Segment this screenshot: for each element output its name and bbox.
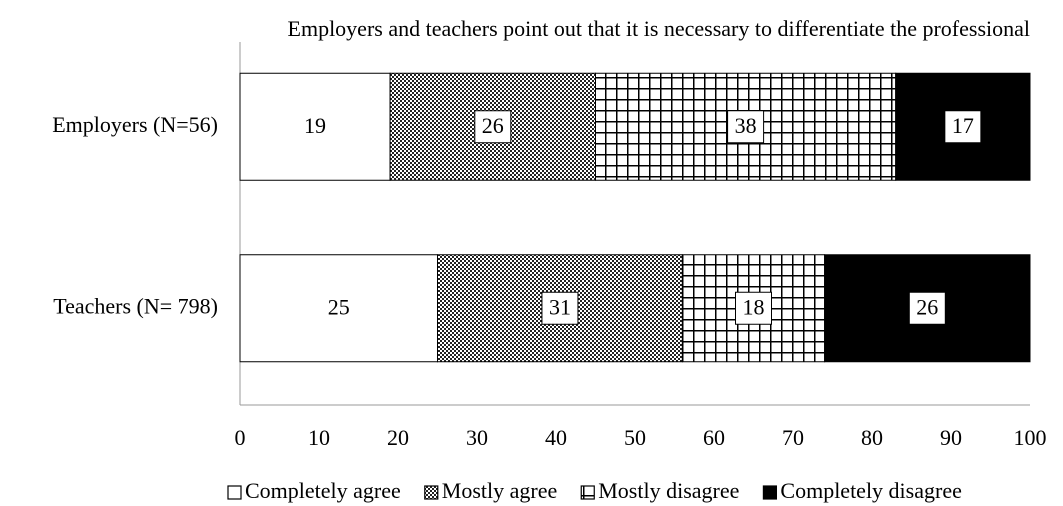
data-label-box: [727, 110, 765, 144]
x-tick-label: 100: [1014, 425, 1047, 450]
y-tick-label: Teachers (N= 798): [53, 293, 218, 318]
x-tick-label: 30: [466, 425, 488, 450]
data-label-box: [908, 291, 946, 325]
chart-title: Employers and teachers point out that it…: [288, 16, 1030, 41]
data-label: 26: [916, 294, 938, 319]
bar-segment: [239, 254, 438, 363]
x-tick-label: 90: [940, 425, 962, 450]
x-tick-label: 10: [308, 425, 330, 450]
data-label-box: [944, 110, 982, 144]
data-label: 26: [482, 113, 504, 138]
legend-label: Mostly agree: [442, 478, 557, 503]
data-label: 38: [735, 113, 757, 138]
legend-label: Completely disagree: [780, 478, 961, 503]
x-tick-label: 60: [703, 425, 725, 450]
x-tick-label: 80: [861, 425, 883, 450]
data-label: 18: [743, 294, 765, 319]
x-tick-label: 0: [235, 425, 246, 450]
data-label: 17: [952, 113, 974, 138]
data-label-box: [474, 110, 512, 144]
x-tick-label: 40: [545, 425, 567, 450]
legend-marker: [424, 485, 439, 500]
legend-marker: [227, 485, 242, 500]
data-label: 19: [304, 113, 326, 138]
legend-marker: [580, 485, 595, 500]
bar-segment: [239, 72, 391, 181]
data-label: 25: [328, 294, 350, 319]
legend-label: Completely agree: [245, 478, 401, 503]
x-tick-label: 70: [782, 425, 804, 450]
legend-label: Mostly disagree: [598, 478, 739, 503]
y-tick-label: Employers (N=56): [52, 112, 218, 137]
x-tick-label: 50: [624, 425, 646, 450]
data-label-box: [735, 291, 772, 325]
legend-marker: [762, 485, 778, 500]
data-label: 31: [549, 294, 571, 319]
data-label-box: [541, 291, 579, 325]
x-tick-label: 20: [387, 425, 409, 450]
